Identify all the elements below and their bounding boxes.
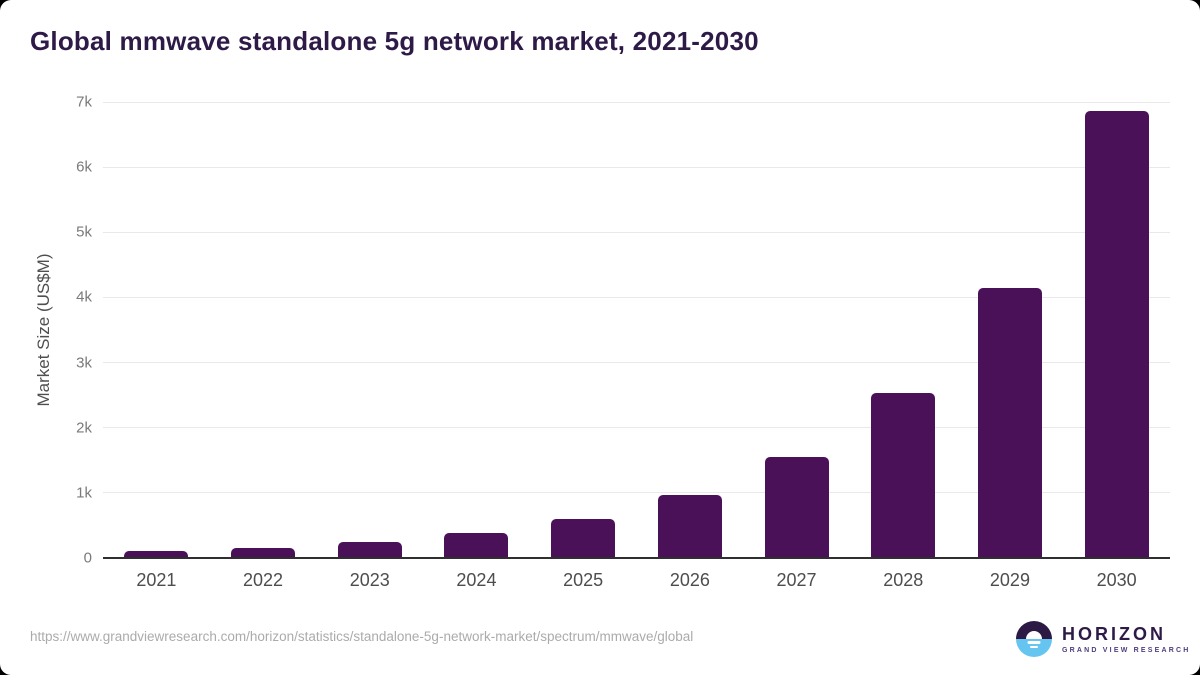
bar-2023[interactable] bbox=[337, 541, 402, 558]
bar-2024[interactable] bbox=[444, 532, 509, 558]
gridline-3k bbox=[103, 362, 1170, 364]
bar-2022[interactable] bbox=[231, 547, 296, 558]
y-tick-label: 2k bbox=[76, 419, 92, 437]
x-tick-label-2022: 2022 bbox=[243, 570, 284, 590]
x-tick-label-2025: 2025 bbox=[563, 570, 604, 590]
x-tick-label-2027: 2027 bbox=[776, 570, 817, 590]
chart-title: Global mmwave standalone 5g network mark… bbox=[30, 26, 759, 56]
logo-brand: HORIZON bbox=[1062, 624, 1166, 644]
bar-2027[interactable] bbox=[764, 457, 829, 558]
horizon-logo: HORIZON GRAND VIEW RESEARCH bbox=[1016, 621, 1191, 657]
y-tick-label: 0 bbox=[83, 549, 92, 567]
logo-text-block: HORIZON GRAND VIEW RESEARCH bbox=[1062, 624, 1191, 654]
logo-sun-dome bbox=[1026, 630, 1042, 639]
bar-2025[interactable] bbox=[551, 518, 616, 558]
gridline-7k bbox=[103, 101, 1170, 103]
gridline-6k bbox=[103, 166, 1170, 168]
x-tick-label-2028: 2028 bbox=[883, 570, 924, 590]
x-tick-label-2029: 2029 bbox=[989, 570, 1030, 590]
source-url: https://www.grandviewresearch.com/horizo… bbox=[30, 629, 694, 644]
bar-2029[interactable] bbox=[977, 287, 1042, 558]
logo-tagline: GRAND VIEW RESEARCH bbox=[1062, 647, 1191, 654]
y-tick-label: 5k bbox=[76, 223, 92, 241]
y-tick-label: 1k bbox=[76, 484, 92, 502]
bar-2021[interactable] bbox=[124, 550, 189, 558]
logo-reflection-line-2 bbox=[1030, 645, 1038, 648]
y-tick-label: 3k bbox=[76, 354, 92, 372]
bar-2026[interactable] bbox=[657, 495, 722, 558]
x-tick-label-2023: 2023 bbox=[349, 570, 390, 590]
y-tick-label: 7k bbox=[76, 93, 92, 111]
horizon-sun-circle-icon bbox=[1016, 621, 1052, 657]
x-tick-label-2024: 2024 bbox=[456, 570, 497, 590]
gridline-4k bbox=[103, 296, 1170, 298]
gridline-5k bbox=[103, 231, 1170, 233]
y-tick-label: 4k bbox=[76, 288, 92, 306]
bar-2028[interactable] bbox=[871, 393, 936, 558]
x-tick-label-2030: 2030 bbox=[1096, 570, 1137, 590]
x-tick-label-2021: 2021 bbox=[136, 570, 177, 590]
logo-reflection-line-1 bbox=[1027, 641, 1041, 644]
x-tick-label-2026: 2026 bbox=[669, 570, 710, 590]
x-axis-line bbox=[103, 557, 1170, 559]
gridline-2k bbox=[103, 427, 1170, 429]
gridline-1k bbox=[103, 492, 1170, 494]
y-tick-label: 6k bbox=[76, 158, 92, 176]
bar-2030[interactable] bbox=[1084, 111, 1149, 558]
